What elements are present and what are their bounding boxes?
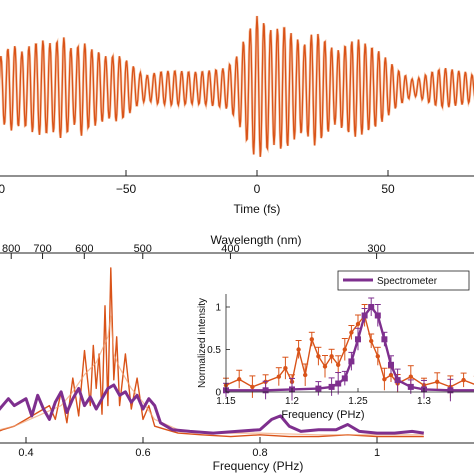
- inset-x-tick-label: 1.15: [216, 396, 236, 407]
- inset-traces: [223, 297, 474, 402]
- inset-ticks: 1.15 1.2 1.25 1.3 0 0.5 1: [207, 303, 431, 408]
- legend-label-spectrometer: Spectrometer: [377, 276, 438, 287]
- wavelength-tick-label: 700: [33, 243, 51, 255]
- time-trace: [0, 15, 474, 157]
- inset-y-tick-label: 0.5: [207, 345, 221, 356]
- inset-marker: [348, 358, 355, 365]
- inset-marker: [283, 366, 288, 371]
- inset-x-label: Frequency (PHz): [281, 409, 364, 421]
- wavelength-tick-label: 400: [221, 243, 239, 255]
- time-x-tick-label: 50: [381, 182, 395, 196]
- wavelength-tick-label: 800: [2, 243, 20, 255]
- spectrum-series-2: [0, 383, 425, 435]
- inset-marker: [341, 375, 348, 382]
- time-trace-line: [0, 15, 474, 157]
- inset-background: [226, 294, 474, 392]
- time-x-ticks: 100 −50 0 50: [0, 170, 395, 196]
- wavelength-tick-label: 300: [367, 243, 385, 255]
- spectrum-traces: [0, 267, 425, 438]
- inset-x-tick-label: 1.3: [417, 396, 431, 407]
- frequency-tick-label: 0.8: [252, 447, 267, 459]
- wavelength-tick-label: 600: [75, 243, 93, 255]
- inset-marker: [388, 361, 394, 368]
- inset-marker: [408, 374, 413, 379]
- inset-y-tick-label: 0: [215, 388, 221, 399]
- legend-box: [337, 270, 470, 291]
- inset-marker: [394, 377, 401, 384]
- inset-marker: [382, 377, 387, 382]
- inset-marker: [361, 312, 368, 319]
- inset-marker: [250, 384, 255, 390]
- inset-marker: [388, 372, 394, 378]
- time-x-label: Time (fs): [234, 202, 281, 216]
- frequency-tick-label: 1: [374, 447, 380, 459]
- inset-marker: [369, 338, 374, 344]
- time-panel: 100 −50 0 50 Time (fs): [0, 15, 474, 216]
- inset-marker: [461, 377, 466, 383]
- inset-marker: [342, 347, 347, 352]
- inset-marker: [407, 383, 414, 390]
- inset-marker: [381, 336, 388, 343]
- inset-marker: [322, 364, 328, 369]
- inset-marker: [296, 347, 301, 352]
- inset-marker: [309, 337, 314, 342]
- inset-marker: [335, 380, 342, 387]
- inset-marker: [316, 354, 321, 359]
- wavelength-label: Wavelength (nm): [211, 233, 302, 247]
- inset-marker: [303, 372, 308, 378]
- inset-y-label: Normalized intensity: [197, 298, 208, 388]
- inset-marker: [355, 336, 361, 343]
- time-x-tick-label: 100: [0, 182, 5, 196]
- legend: Spectrometer: [337, 270, 470, 291]
- time-x-tick-label: −50: [116, 182, 137, 196]
- frequency-ticks: 0.4 0.6 0.8 1: [18, 437, 380, 459]
- inset-marker: [374, 312, 381, 319]
- time-x-tick-label: 0: [254, 182, 261, 196]
- inset-marker: [368, 304, 375, 310]
- wavelength-ticks: 800 700 600 500 400 300: [2, 243, 386, 259]
- inset-marker: [315, 385, 322, 392]
- time-trace-shadow: [0, 15, 474, 157]
- wavelength-tick-label: 500: [134, 243, 152, 255]
- inset-marker: [349, 330, 354, 335]
- inset-marker: [447, 387, 454, 394]
- spectrum-series-0: [0, 267, 424, 438]
- inset-y-tick-label: 1: [215, 303, 221, 314]
- inset-marker: [336, 362, 341, 367]
- inset-marker: [262, 387, 269, 394]
- inset-marker: [375, 354, 380, 359]
- inset-x-tick-label: 1.2: [285, 396, 299, 407]
- frequency-tick-label: 0.4: [18, 447, 33, 459]
- inset-marker: [435, 379, 440, 384]
- spectrum-panel: Wavelength (nm) 800 700 600 500 400 300 0.4 0.…: [0, 233, 474, 473]
- inset: 1.15 1.2 1.25 1.3 0 0.5 1 Frequency (PHz) Norm…: [197, 294, 474, 421]
- inset-marker: [329, 354, 334, 359]
- inset-marker: [237, 377, 242, 382]
- inset-x-tick-label: 1.25: [348, 396, 368, 407]
- inset-marker: [276, 374, 281, 379]
- frequency-tick-label: 0.6: [135, 447, 150, 459]
- frequency-label: Frequency (PHz): [213, 459, 304, 473]
- inset-marker: [355, 321, 361, 327]
- inset-marker: [328, 383, 335, 390]
